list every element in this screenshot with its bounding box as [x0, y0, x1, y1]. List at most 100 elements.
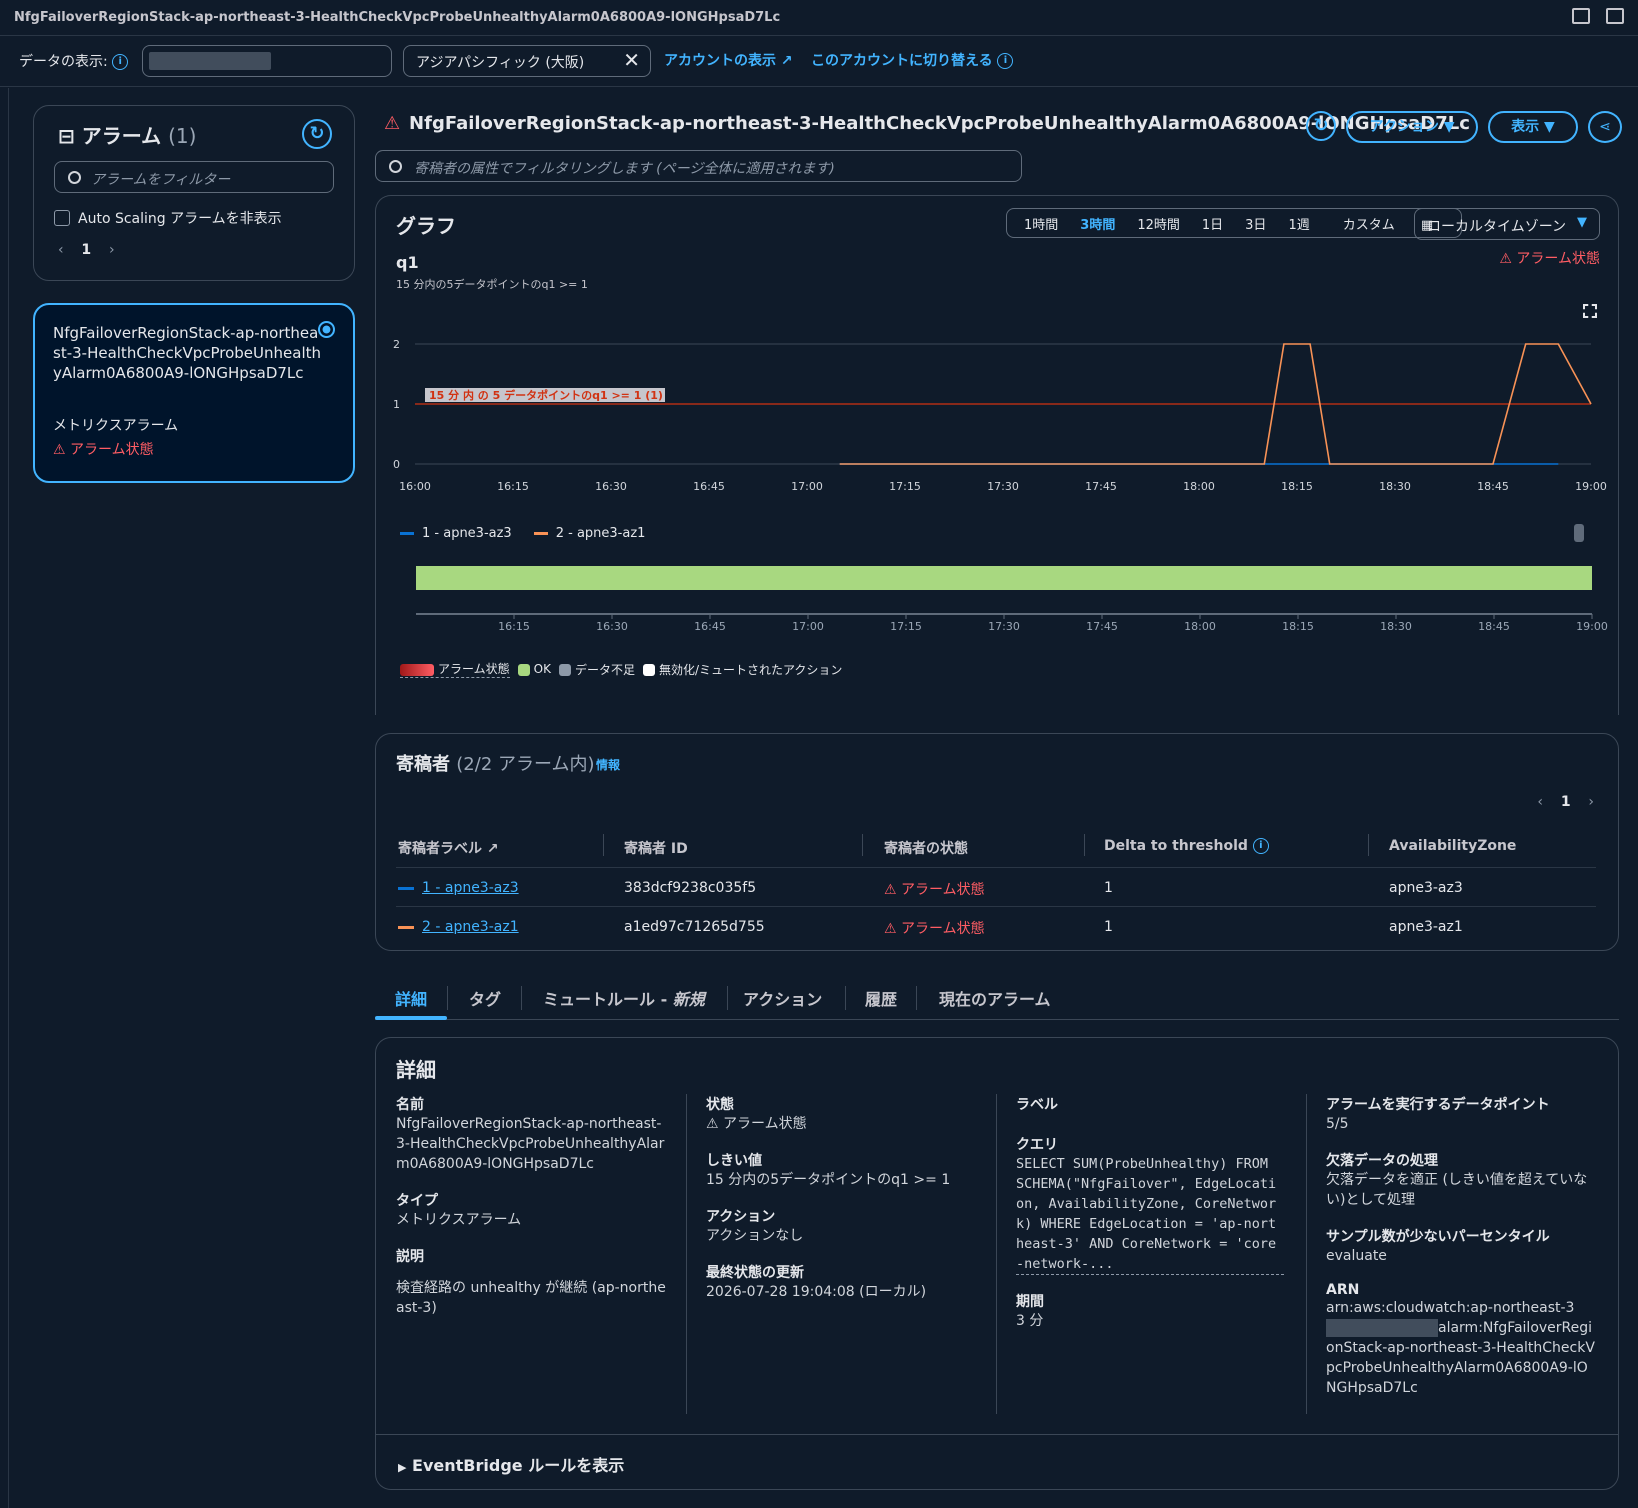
time-range-3h[interactable]: 3時間 — [1080, 217, 1116, 233]
scroll-handle[interactable] — [1574, 524, 1584, 542]
time-range-1w[interactable]: 1週 — [1288, 217, 1310, 233]
contributor-link[interactable]: 1 - apne3-az3 — [422, 880, 519, 896]
warning-icon: ⚠ — [884, 882, 897, 898]
alarm-card-radio[interactable] — [318, 321, 335, 338]
details-panel: 詳細 名前 NfgFailoverRegionStack-ap-northeas… — [375, 1037, 1619, 1490]
actions-button-label: アクション — [1369, 119, 1439, 135]
datapoints-value: 5/5 — [1326, 1116, 1349, 1132]
col-divider — [862, 834, 863, 856]
graph-state: ⚠ アラーム状態 — [1499, 248, 1600, 268]
series-swatch — [398, 925, 414, 929]
timezone-select[interactable]: ローカルタイムゾーン ▼ — [1414, 208, 1600, 240]
state-value: ⚠ アラーム状態 — [706, 1114, 976, 1134]
refresh-icon[interactable]: ↻ — [302, 119, 332, 149]
x-tick-label: 18:15 — [1281, 480, 1313, 493]
col-divider — [603, 834, 604, 856]
time-range-1h[interactable]: 1時間 — [1024, 217, 1059, 233]
chevron-right-icon[interactable]: › — [1588, 794, 1594, 810]
hide-autoscaling-checkbox[interactable] — [54, 210, 70, 226]
state-value-text: アラーム状態 — [723, 1116, 807, 1132]
info-icon[interactable]: i — [997, 53, 1014, 69]
view-button[interactable]: 表示 ▼ — [1488, 111, 1578, 143]
view-account-link[interactable]: アカウントの表示 ↗ — [664, 50, 793, 70]
datapoints-label: アラームを実行するデータポイント — [1326, 1097, 1550, 1113]
tab-tags[interactable]: タグ — [469, 990, 502, 1009]
col-header-az[interactable]: AvailabilityZone — [1389, 838, 1517, 854]
contributor-link[interactable]: 2 - apne3-az1 — [422, 919, 519, 935]
time-range-selector: 1時間 3時間 12時間 1日 3日 1週 カスタム ▦ — [1006, 208, 1463, 238]
switch-account-link[interactable]: このアカウントに切り替える i — [811, 50, 1014, 70]
account-select[interactable] — [142, 45, 392, 77]
legend-series-2[interactable]: 2 - apne3-az1 — [533, 526, 645, 541]
left-nav-strip — [0, 88, 9, 1508]
col-header-label-text: 寄稿者ラベル — [398, 841, 482, 857]
region-select[interactable]: アジアパシフィック (大阪) ✕ — [403, 45, 651, 77]
arn-value: arn:aws:cloudwatch:ap-northeast-3 alarm:N… — [1326, 1298, 1596, 1398]
share-icon[interactable]: ⋖ — [1588, 111, 1622, 143]
time-range-3d[interactable]: 3日 — [1245, 217, 1267, 233]
alarm-list-title[interactable]: ⊟ アラーム (1) — [58, 120, 196, 149]
metric-label: q1 — [396, 253, 419, 272]
tab-history[interactable]: 履歴 — [865, 990, 898, 1009]
timeline-tick-label: 18:15 — [1282, 620, 1314, 631]
details-col-3: ラベル クエリ SELECT SUM(ProbeUnhealthy) FROM … — [1016, 1094, 1284, 1331]
alarm-list-pagination: ‹ 1 › — [58, 242, 115, 258]
col-header-label[interactable]: 寄稿者ラベル ↗ — [398, 838, 499, 858]
contributors-count: (2/2 アラーム内) — [456, 754, 595, 775]
legend-muted-text: 無効化/ミュートされたアクション — [658, 662, 843, 677]
alarm-card[interactable]: NfgFailoverRegionStack-ap-northeast-3-He… — [33, 303, 355, 483]
query-value[interactable]: SELECT SUM(ProbeUnhealthy) FROM SCHEMA("… — [1016, 1154, 1284, 1275]
warning-icon: ⚠ — [884, 921, 897, 937]
col-header-delta[interactable]: Delta to threshold i — [1104, 838, 1269, 854]
info-link[interactable]: 情報 — [596, 758, 621, 772]
tab-actions[interactable]: アクション — [743, 990, 823, 1009]
alarm-filter-input[interactable]: アラームをフィルター — [54, 161, 334, 193]
row-divider — [396, 867, 1596, 868]
col-header-id[interactable]: 寄稿者 ID — [624, 841, 688, 857]
info-icon[interactable]: i — [112, 54, 129, 70]
actions-button[interactable]: アクション ▼ — [1346, 111, 1478, 143]
tab-divider — [727, 986, 728, 1010]
tab-current-alarms[interactable]: 現在のアラーム — [939, 990, 1051, 1009]
feedback-icon[interactable] — [1572, 8, 1590, 24]
collapse-icon[interactable]: ⊟ — [58, 124, 75, 148]
tab-details[interactable]: 詳細 — [395, 990, 428, 1009]
chevron-left-icon[interactable]: ‹ — [1537, 794, 1544, 810]
contributor-label: 1 - apne3-az3 — [398, 880, 519, 896]
info-icon[interactable]: i — [1252, 838, 1269, 854]
refresh-icon[interactable]: ↻ — [1306, 111, 1336, 141]
state-segment-ok — [416, 566, 1592, 590]
expand-icon[interactable] — [1583, 304, 1597, 318]
chevron-right-icon[interactable]: › — [108, 242, 115, 258]
contributors-panel: 寄稿者 (2/2 アラーム内) 情報 ‹ 1 › 寄稿者ラベル ↗ 寄稿者 ID… — [375, 733, 1619, 951]
contributor-id: 383dcf9238c035f5 — [624, 880, 757, 896]
time-range-1d[interactable]: 1日 — [1201, 217, 1224, 233]
legend-series-1[interactable]: 1 - apne3-az3 — [400, 526, 512, 541]
timeline-tick-label: 16:45 — [694, 620, 726, 631]
warning-icon: ⚠ — [1499, 251, 1512, 267]
page-number[interactable]: 1 — [1560, 794, 1571, 810]
state-label: 状態 — [706, 1097, 734, 1113]
alarm-card-state: ⚠ アラーム状態 — [53, 439, 154, 459]
time-range-12h[interactable]: 12時間 — [1137, 217, 1180, 233]
contributor-filter-input[interactable]: 寄稿者の属性でフィルタリングします (ページ全体に適用されます) — [375, 150, 1022, 182]
y-tick-label: 1 — [393, 398, 400, 411]
x-tick-label: 17:45 — [1085, 480, 1117, 493]
insufficient-swatch — [558, 664, 571, 676]
switch-account-link-text: このアカウントに切り替える — [811, 53, 993, 69]
tab-mute-rules[interactable]: ミュートルール - 新規 — [543, 986, 705, 1010]
detail-tabs: 詳細 タグ ミュートルール - 新規 アクション 履歴 現在のアラーム — [375, 978, 1619, 1020]
fullscreen-icon[interactable] — [1606, 8, 1624, 24]
close-icon[interactable]: ✕ — [623, 48, 640, 72]
chevron-left-icon[interactable]: ‹ — [58, 242, 64, 258]
view-label-text: データの表示: — [19, 54, 108, 70]
alarm-card-name: NfgFailoverRegionStack-ap-northeast-3-He… — [53, 324, 322, 382]
col-header-state[interactable]: 寄稿者の状態 — [884, 841, 968, 857]
muted-swatch — [642, 664, 655, 676]
page-number[interactable]: 1 — [81, 242, 92, 258]
external-link-icon: ↗ — [780, 53, 793, 69]
percentile-value: evaluate — [1326, 1248, 1387, 1264]
eventbridge-toggle[interactable]: ▶ EventBridge ルールを表示 — [398, 1452, 624, 1476]
alarm-list-title-text: アラーム — [81, 124, 162, 148]
time-range-custom[interactable]: カスタム ▦ — [1321, 214, 1455, 233]
